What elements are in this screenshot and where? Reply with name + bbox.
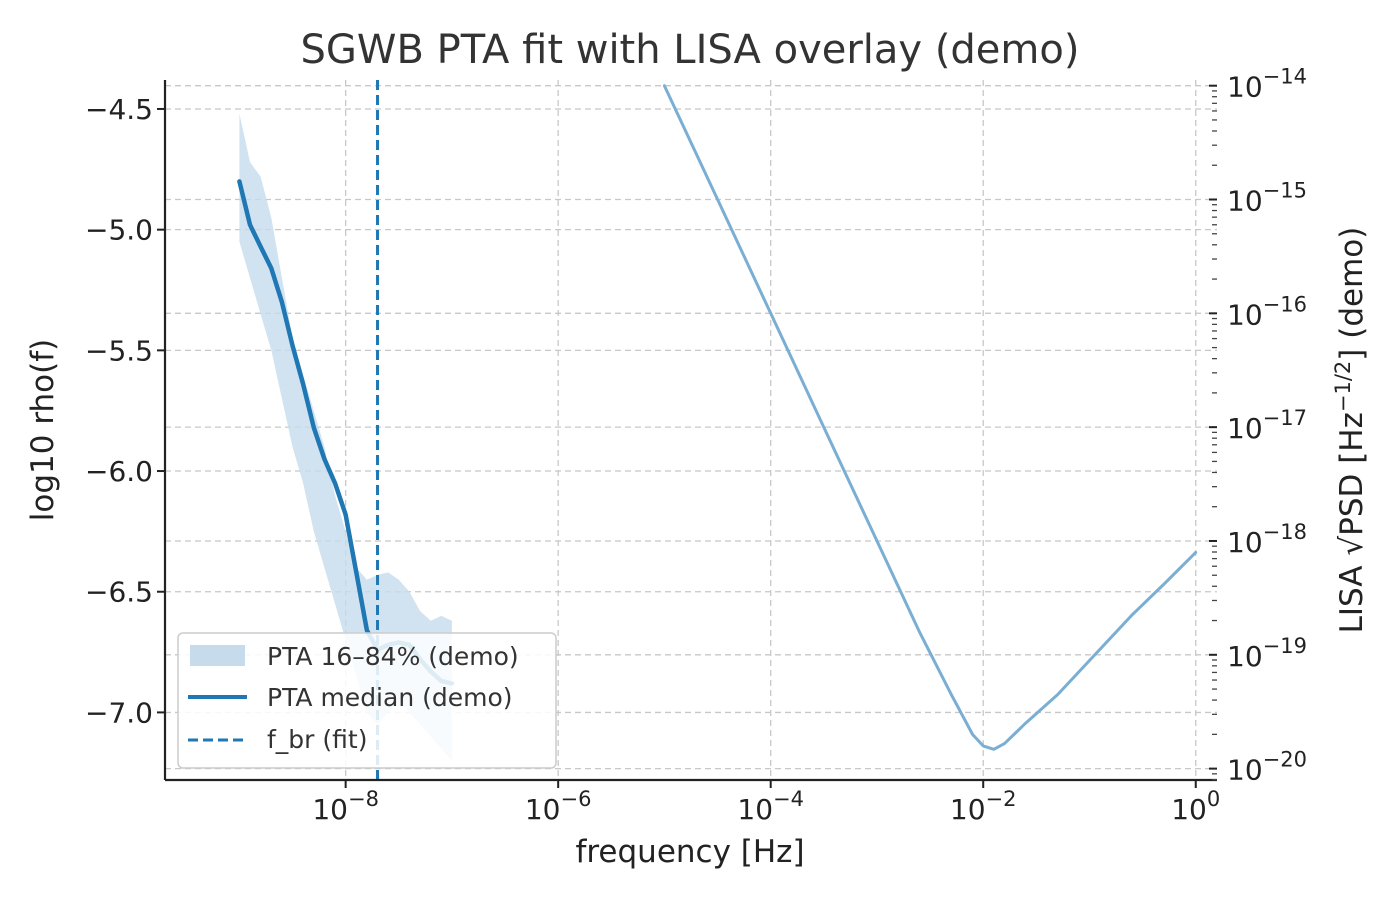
right-y-tick-exponent: −17 [1263, 406, 1307, 430]
right-y-tick-label: 10−19 [1227, 634, 1307, 673]
right-y-axis-label-post: ] (demo) [1334, 227, 1370, 361]
y-ticks: −4.5 −5.0 −5.5 −6.0 −6.5 −7.0 [85, 93, 165, 729]
x-tick-base: 10 [312, 793, 348, 826]
x-tick-base: 10 [525, 793, 561, 826]
x-tick-exponent: −8 [348, 787, 379, 811]
x-tick-base: 10 [1171, 793, 1207, 826]
y-tick-label: −6.0 [85, 455, 153, 488]
y-tick-label: −7.0 [85, 696, 153, 729]
lisa-curve [662, 84, 1198, 751]
x-tick-base: 10 [950, 793, 986, 826]
y-tick-label: −6.5 [85, 576, 153, 609]
x-tick-label: 10−8 [312, 787, 379, 826]
x-tick-label: 10−6 [525, 787, 592, 826]
legend-swatch-band [190, 645, 245, 666]
x-tick-exponent: −2 [986, 787, 1017, 811]
right-y-axis-label-sup: −1/2 [1331, 361, 1355, 412]
legend-frame [177, 632, 557, 769]
right-y-tick-label: 10−14 [1227, 65, 1307, 104]
x-tick-label: 10−2 [950, 787, 1017, 826]
y-tick-label: −5.0 [85, 214, 153, 247]
y-axis-label: log10 rho(f) [25, 339, 61, 521]
right-y-tick-exponent: −14 [1263, 65, 1307, 89]
right-y-tick-base: 10 [1227, 71, 1263, 104]
right-y-tick-base: 10 [1227, 754, 1263, 787]
legend: PTA 16–84% (demo) PTA median (demo) f_br… [177, 632, 557, 769]
x-tick-exponent: 0 [1207, 787, 1220, 811]
x-tick-exponent: −4 [773, 787, 804, 811]
right-y-axis-label: LISA √PSD [Hz−1/2] (demo) [1331, 227, 1370, 634]
pta-band-layer [239, 113, 452, 761]
right-y-tick-label: 10−16 [1227, 292, 1307, 331]
chart-title: SGWB PTA fit with LISA overlay (demo) [301, 27, 1080, 73]
x-ticks: 10−8 10−6 10−4 10−2 100 [312, 780, 1220, 826]
y-tick-label: −4.5 [85, 93, 153, 126]
right-y-tick-base: 10 [1227, 526, 1263, 559]
right-y-tick-base: 10 [1227, 640, 1263, 673]
legend-label-median: PTA median (demo) [267, 683, 513, 712]
right-y-tick-base: 10 [1227, 412, 1263, 445]
x-tick-exponent: −6 [561, 787, 592, 811]
right-y-tick-exponent: −18 [1263, 520, 1307, 544]
right-y-tick-exponent: −16 [1263, 292, 1307, 316]
legend-label-fbr: f_br (fit) [267, 725, 367, 754]
y-tick-label: −5.5 [85, 334, 153, 367]
right-y-tick-label: 10−20 [1227, 748, 1307, 787]
right-y-tick-label: 10−18 [1227, 520, 1307, 559]
right-y-tick-label: 10−15 [1227, 179, 1307, 218]
x-tick-label: 10−4 [737, 787, 804, 826]
right-y-tick-exponent: −19 [1263, 634, 1307, 658]
right-y-axis-label-pre: LISA √PSD [Hz [1334, 412, 1370, 633]
right-y-tick-label: 10−17 [1227, 406, 1307, 445]
pta-band [239, 113, 452, 761]
right-y-tick-base: 10 [1227, 185, 1263, 218]
x-tick-base: 10 [737, 793, 773, 826]
right-y-tick-base: 10 [1227, 298, 1263, 331]
right-y-tick-exponent: −15 [1263, 179, 1307, 203]
legend-label-band: PTA 16–84% (demo) [267, 642, 519, 671]
x-axis-label: frequency [Hz] [575, 834, 804, 870]
x-tick-label: 100 [1171, 787, 1220, 826]
right-y-tick-exponent: −20 [1263, 748, 1307, 772]
